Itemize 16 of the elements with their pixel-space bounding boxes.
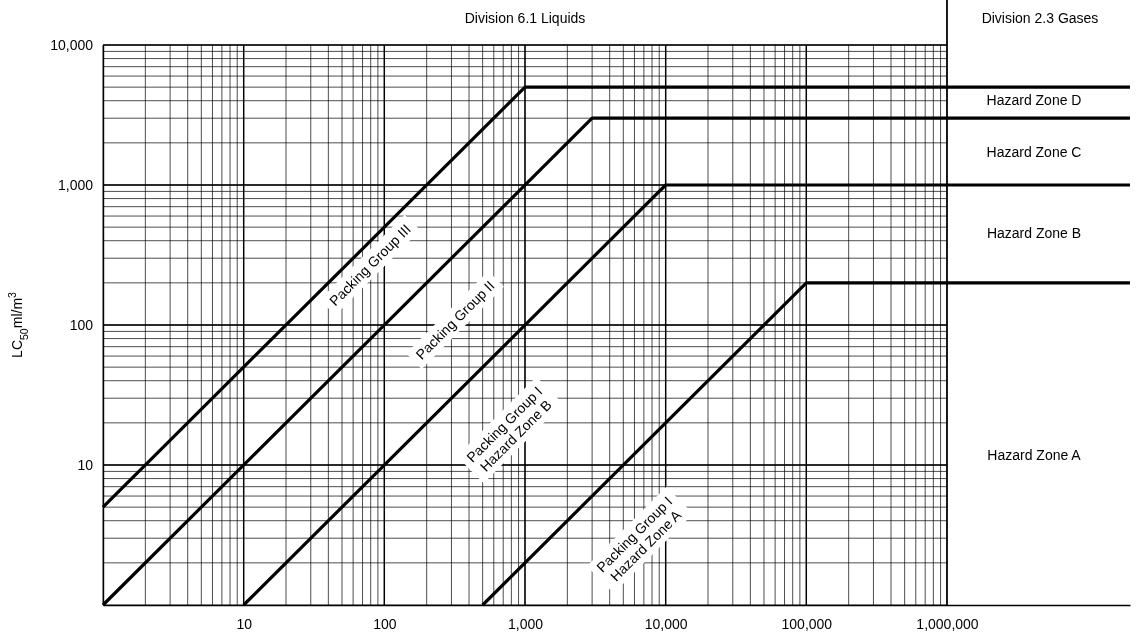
y-tick-label: 10 (77, 456, 94, 473)
x-tick-label: 1,000,000 (916, 615, 979, 632)
annotation: Hazard Zone B (986, 225, 1082, 241)
annotation: Hazard Zone D (986, 92, 1082, 108)
annotation: Hazard Zone A (987, 447, 1082, 463)
x-tick-label: 1,000 (507, 615, 544, 632)
x-tick-label: 10 (236, 615, 253, 632)
annotation: Hazard Zone C (986, 144, 1082, 160)
y-tick-label: 10,000 (50, 36, 94, 53)
x-tick-label: 100 (373, 615, 397, 632)
text: Division 2.3 Gases (981, 10, 1099, 26)
y-tick-label: 1,000 (57, 176, 94, 193)
x-tick-label: 10,000 (644, 615, 688, 632)
x-tick-label: 100,000 (781, 615, 833, 632)
y-tick-label: 100 (69, 316, 94, 333)
text: Division 6.1 Liquids (464, 10, 586, 26)
